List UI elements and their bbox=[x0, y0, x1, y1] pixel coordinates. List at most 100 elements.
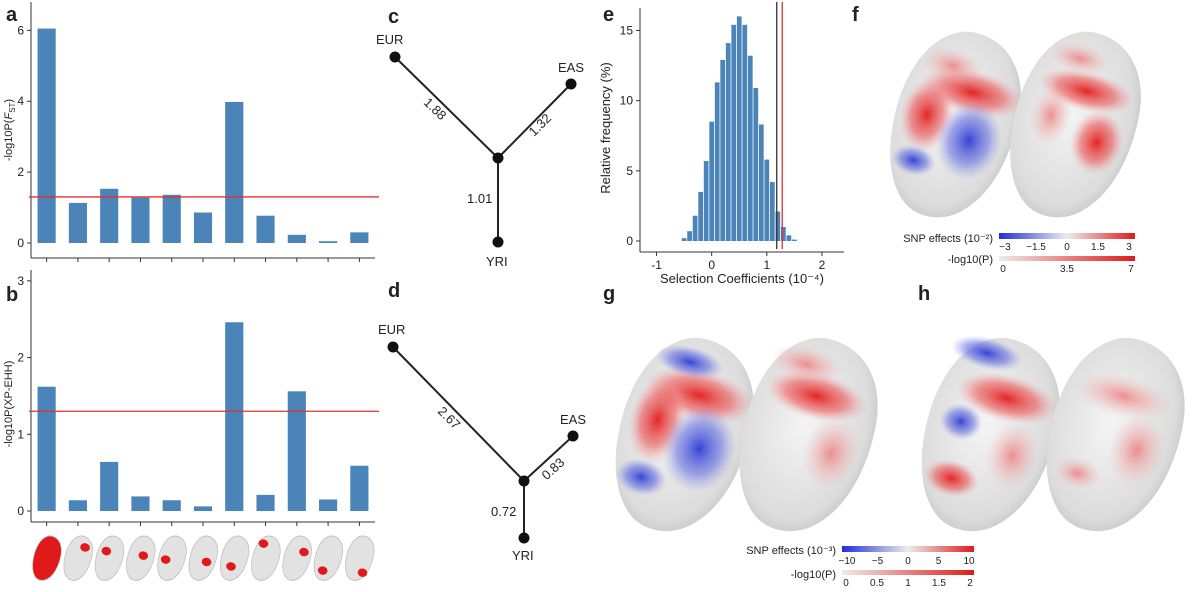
panel-e-histogram: -1 0 1 2 0 5 10 15 Selection Coefficients (10⁻… bbox=[598, 2, 844, 286]
face-f-effect-map bbox=[872, 18, 1037, 233]
tree-c-label-yri: YRI bbox=[486, 254, 508, 269]
b-bar bbox=[37, 386, 56, 511]
tree-d-node-eas bbox=[567, 430, 579, 442]
e-histogram-bar bbox=[681, 238, 687, 241]
tree-c-label-eas: EAS bbox=[558, 60, 584, 75]
e-y-tick-label: 15 bbox=[620, 23, 634, 37]
a-bar bbox=[319, 241, 338, 243]
face-g-p-map bbox=[721, 324, 894, 547]
face-g-effect-map bbox=[597, 324, 770, 547]
tree-c-node-eur bbox=[389, 51, 401, 63]
f-p-tick-label: 7 bbox=[1128, 264, 1134, 275]
panel-b-y-axis-label: -log10P(XP-EHH) bbox=[3, 361, 15, 448]
e-y-tick-label: 0 bbox=[626, 234, 633, 248]
f-effects-tick-label: 0 bbox=[1064, 242, 1070, 253]
tree-d-length-yri: 0.72 bbox=[491, 504, 516, 519]
e-x-tick-label: 1 bbox=[763, 258, 770, 272]
face-f-p-map bbox=[992, 18, 1157, 233]
region-thumbnail-face bbox=[121, 532, 160, 585]
region-thumbnail-face bbox=[278, 532, 316, 585]
f-p-tick-label: 3.5 bbox=[1060, 264, 1074, 275]
panel-h-faces bbox=[903, 324, 1195, 547]
region-thumbnail-face bbox=[215, 532, 254, 585]
e-histogram-bar bbox=[703, 160, 709, 241]
region-thumbnail-face bbox=[28, 532, 66, 585]
gh-effects-colorbar-label: SNP effects (10⁻³) bbox=[746, 545, 836, 557]
b-bar bbox=[131, 496, 150, 511]
e-histogram-bar bbox=[747, 55, 753, 241]
b-bar bbox=[68, 500, 87, 511]
tree-d-node-root bbox=[518, 475, 530, 487]
tree-c-node-eas bbox=[565, 78, 577, 90]
tree-d-label-yri: YRI bbox=[512, 548, 534, 563]
f-p-tick-label: 0 bbox=[1000, 264, 1006, 275]
gh-effects-tick-label: 10 bbox=[963, 556, 975, 567]
panel-d-tree: EUR EAS YRI 2.67 0.83 0.72 bbox=[378, 322, 586, 563]
a-bar bbox=[131, 197, 150, 243]
gh-p-tick-label: 1.5 bbox=[932, 578, 946, 589]
panel-a-y-axis-label: -log10P(FST) bbox=[3, 99, 17, 161]
gh-p-colorbar-label: -log10(P) bbox=[791, 569, 836, 581]
e-histogram-bar bbox=[687, 231, 692, 241]
panel-e-x-axis-label: Selection Coefficients (10⁻⁴) bbox=[660, 271, 824, 286]
tree-c-label-eur: EUR bbox=[376, 32, 403, 47]
gh-p-tick-label: 1 bbox=[905, 578, 911, 589]
gh-effects-tick-label: 5 bbox=[936, 556, 942, 567]
e-y-tick-label: 5 bbox=[626, 164, 633, 178]
panel-f-faces: SNP effects (10⁻²) −3 −1.5 0 1.5 3 -log10(P)… bbox=[872, 18, 1157, 275]
gh-p-tick-label: 0.5 bbox=[870, 578, 884, 589]
f-p-colorbar-label: -log10(P) bbox=[948, 254, 993, 266]
panel-c-tree: EUR EAS YRI 1.88 1.32 1.01 bbox=[376, 32, 584, 269]
e-x-tick-label: -1 bbox=[651, 258, 662, 272]
a-y-tick-label: 0 bbox=[17, 236, 24, 250]
a-y-tick-label: 6 bbox=[17, 23, 24, 37]
panel-a-bar-chart: 0 2 4 6 -log10P(FST) bbox=[3, 2, 379, 262]
e-histogram-bar bbox=[764, 159, 770, 241]
e-histogram-bar bbox=[792, 239, 797, 241]
tree-d-node-yri bbox=[518, 532, 530, 544]
tree-d-branch-eur bbox=[392, 346, 525, 482]
b-y-tick-label: 3 bbox=[17, 274, 24, 288]
e-histogram-bar bbox=[769, 182, 775, 241]
tree-c-branch-eas bbox=[497, 83, 572, 159]
tree-c-node-root bbox=[492, 152, 504, 164]
a-bar bbox=[68, 202, 87, 243]
e-histogram-bar bbox=[736, 16, 742, 241]
e-histogram-bar bbox=[731, 24, 737, 242]
gh-p-tick-label: 2 bbox=[967, 578, 973, 589]
e-y-tick-label: 10 bbox=[620, 94, 634, 108]
panel-letter-b: b bbox=[6, 284, 18, 306]
f-effects-colorbar-label: SNP effects (10⁻²) bbox=[903, 233, 993, 245]
e-histogram-bar bbox=[709, 121, 715, 241]
region-thumbnail-face bbox=[247, 532, 285, 585]
a-bar bbox=[256, 215, 275, 243]
b-y-tick-label: 2 bbox=[17, 351, 24, 365]
panel-g-faces: SNP effects (10⁻³) −10 −5 0 5 10 -log10(P) 0… bbox=[597, 324, 975, 589]
tree-c-branch-eur bbox=[394, 56, 499, 159]
panel-letter-f: f bbox=[852, 4, 859, 26]
a-bar bbox=[287, 234, 306, 243]
a-bar bbox=[350, 232, 369, 243]
region-thumbnail-face bbox=[309, 532, 347, 585]
e-histogram-bar bbox=[692, 215, 698, 241]
panel-letter-g: g bbox=[603, 283, 615, 305]
tree-c-length-yri: 1.01 bbox=[467, 191, 492, 206]
b-bar bbox=[193, 506, 213, 511]
e-histogram-bar bbox=[753, 88, 759, 241]
gh-p-tick-label: 0 bbox=[843, 578, 849, 589]
e-histogram-bar bbox=[780, 226, 786, 241]
b-bar bbox=[350, 465, 369, 511]
tree-c-length-eur: 1.88 bbox=[421, 95, 450, 123]
face-h-effect-map bbox=[903, 324, 1076, 547]
panel-letter-e: e bbox=[603, 4, 614, 26]
e-histogram-bar bbox=[720, 59, 726, 242]
gh-effects-tick-label: 0 bbox=[905, 556, 911, 567]
b-y-tick-label: 1 bbox=[17, 427, 24, 441]
e-histogram-bar bbox=[725, 43, 731, 241]
b-bar bbox=[162, 500, 181, 511]
f-effects-tick-label: 3 bbox=[1126, 242, 1132, 253]
region-thumbnail-face bbox=[153, 532, 191, 585]
f-effects-tick-label: 1.5 bbox=[1091, 242, 1105, 253]
e-x-tick-label: 0 bbox=[708, 258, 715, 272]
